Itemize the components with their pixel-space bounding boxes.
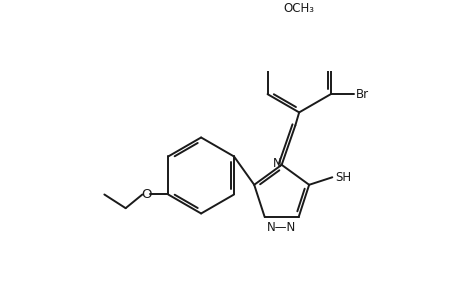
Text: N: N bbox=[272, 157, 281, 170]
Text: SH: SH bbox=[335, 171, 351, 184]
Text: OCH₃: OCH₃ bbox=[283, 2, 314, 15]
Text: Br: Br bbox=[355, 88, 368, 101]
Text: N—N: N—N bbox=[267, 221, 296, 234]
Text: O: O bbox=[141, 188, 152, 201]
